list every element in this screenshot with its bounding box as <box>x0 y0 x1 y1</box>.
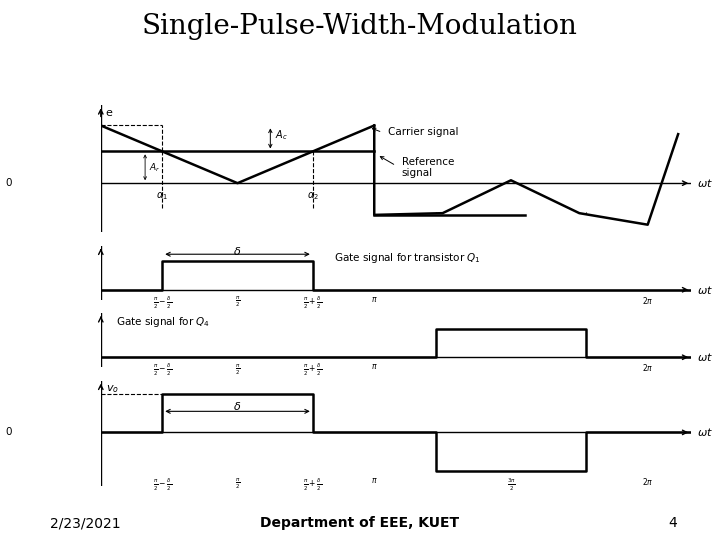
Text: Single-Pulse-Width-Modulation: Single-Pulse-Width-Modulation <box>142 14 578 40</box>
Text: $\alpha_2$: $\alpha_2$ <box>307 190 319 202</box>
Text: $\frac{3\pi}{2}$: $\frac{3\pi}{2}$ <box>507 476 516 492</box>
Text: Carrier signal: Carrier signal <box>388 127 459 137</box>
Text: $\frac{\pi}{2}-\frac{\delta}{2}$: $\frac{\pi}{2}-\frac{\delta}{2}$ <box>153 362 172 379</box>
Text: $\frac{\pi}{2}+\frac{\delta}{2}$: $\frac{\pi}{2}+\frac{\delta}{2}$ <box>303 476 323 492</box>
Text: 0: 0 <box>6 427 12 437</box>
Text: $\delta$: $\delta$ <box>233 245 242 256</box>
Text: $\delta$: $\delta$ <box>233 400 242 413</box>
Text: $\pi$: $\pi$ <box>371 362 377 371</box>
Text: $\frac{\pi}{2}-\frac{\delta}{2}$: $\frac{\pi}{2}-\frac{\delta}{2}$ <box>153 295 172 311</box>
Text: $\frac{\pi}{2}-\frac{\delta}{2}$: $\frac{\pi}{2}-\frac{\delta}{2}$ <box>153 476 172 492</box>
Text: $2\pi$: $2\pi$ <box>642 295 654 306</box>
Text: $\alpha_1$: $\alpha_1$ <box>156 190 168 202</box>
Text: $\omega t$: $\omega t$ <box>697 177 714 189</box>
Text: $\pi$: $\pi$ <box>371 295 377 303</box>
Text: $\omega t$: $\omega t$ <box>697 427 714 438</box>
Text: $\frac{\pi}{2}+\frac{\delta}{2}$: $\frac{\pi}{2}+\frac{\delta}{2}$ <box>303 362 323 379</box>
Text: $\frac{\pi}{2}$: $\frac{\pi}{2}$ <box>235 295 240 309</box>
Text: Reference
signal: Reference signal <box>402 157 454 178</box>
Text: $\omega t$: $\omega t$ <box>697 284 714 296</box>
Text: 0: 0 <box>6 178 12 188</box>
Text: $\frac{\pi}{2}+\frac{\delta}{2}$: $\frac{\pi}{2}+\frac{\delta}{2}$ <box>303 295 323 311</box>
Text: e: e <box>105 109 112 118</box>
Text: $A_c$: $A_c$ <box>275 129 287 143</box>
Text: $A_r$: $A_r$ <box>148 161 160 173</box>
Text: Department of EEE, KUET: Department of EEE, KUET <box>261 516 459 530</box>
Text: 2/23/2021: 2/23/2021 <box>50 516 121 530</box>
Text: $v_o$: $v_o$ <box>106 383 119 395</box>
Text: $\frac{\pi}{2}$: $\frac{\pi}{2}$ <box>235 362 240 377</box>
Text: $\omega t$: $\omega t$ <box>697 351 714 363</box>
Text: $2\pi$: $2\pi$ <box>642 476 654 488</box>
Text: 4: 4 <box>668 516 677 530</box>
Text: Gate signal for transistor $Q_1$: Gate signal for transistor $Q_1$ <box>335 251 481 265</box>
Text: $\frac{\pi}{2}$: $\frac{\pi}{2}$ <box>235 476 240 491</box>
Text: Gate signal for $Q_4$: Gate signal for $Q_4$ <box>117 315 210 329</box>
Text: $\pi$: $\pi$ <box>371 476 377 485</box>
Text: $2\pi$: $2\pi$ <box>642 362 654 373</box>
